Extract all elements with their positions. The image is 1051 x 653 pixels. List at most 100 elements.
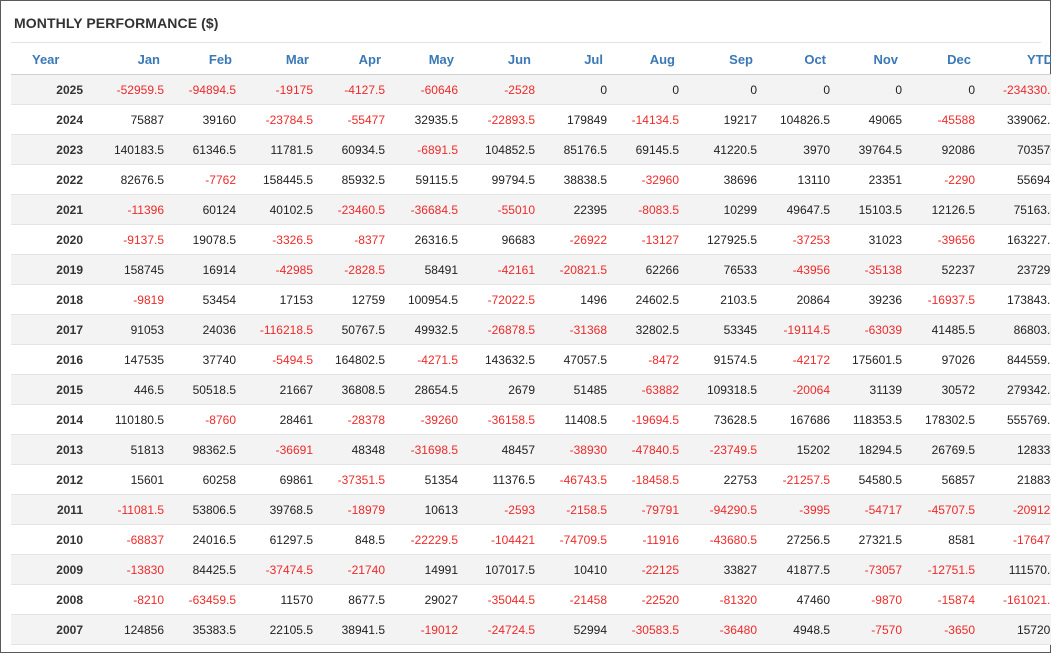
month-value-cell: -3326.5 bbox=[240, 224, 317, 255]
month-value-cell: 19078.5 bbox=[168, 224, 240, 255]
month-value-cell: 164802.5 bbox=[317, 344, 389, 375]
month-value-cell: 37740 bbox=[168, 344, 240, 375]
month-value-cell: -42985 bbox=[240, 254, 317, 285]
month-value-cell: -22125 bbox=[611, 554, 683, 585]
month-value-cell: -8377 bbox=[317, 224, 389, 255]
month-value-cell: -8083.5 bbox=[611, 194, 683, 225]
month-value-cell: 61297.5 bbox=[240, 524, 317, 555]
month-value-cell: -5494.5 bbox=[240, 344, 317, 375]
month-value-cell: 104826.5 bbox=[761, 104, 834, 135]
month-value-cell: 62266 bbox=[611, 254, 683, 285]
month-value-cell: 22753 bbox=[683, 464, 761, 495]
month-value-cell: -8472 bbox=[611, 344, 683, 375]
ytd-cell: 703570 bbox=[979, 134, 1051, 165]
month-value-cell: 99794.5 bbox=[462, 164, 539, 195]
month-value-cell: 50767.5 bbox=[317, 314, 389, 345]
month-value-cell: 27321.5 bbox=[834, 524, 906, 555]
table-row: 2023 140183.5 61346.5 11781.5 60934.5 -6891.5… bbox=[11, 134, 1051, 165]
month-value-cell: 38696 bbox=[683, 164, 761, 195]
year-cell: 2014 bbox=[11, 404, 91, 435]
month-value-cell: 158445.5 bbox=[240, 164, 317, 195]
month-value-cell: -54717 bbox=[834, 494, 906, 525]
month-value-cell: 52237 bbox=[906, 254, 979, 285]
month-value-cell: -42161 bbox=[462, 254, 539, 285]
column-header-oct: Oct bbox=[761, 45, 834, 75]
ytd-cell: 86803.5 bbox=[979, 314, 1051, 345]
month-value-cell: 60124 bbox=[168, 194, 240, 225]
month-value-cell: -63459.5 bbox=[168, 584, 240, 615]
table-row: 2007 124856 35383.5 22105.5 38941.5 -19012 -24… bbox=[11, 614, 1051, 645]
month-value-cell: 0 bbox=[834, 74, 906, 105]
month-value-cell: -74709.5 bbox=[539, 524, 611, 555]
month-value-cell: 0 bbox=[539, 74, 611, 105]
month-value-cell: 11570 bbox=[240, 584, 317, 615]
month-value-cell: 24016.5 bbox=[168, 524, 240, 555]
month-value-cell: 84425.5 bbox=[168, 554, 240, 585]
month-value-cell: -36684.5 bbox=[389, 194, 462, 225]
month-value-cell: 0 bbox=[683, 74, 761, 105]
month-value-cell: 14991 bbox=[389, 554, 462, 585]
month-value-cell: -18458.5 bbox=[611, 464, 683, 495]
month-value-cell: 848.5 bbox=[317, 524, 389, 555]
month-value-cell: -46743.5 bbox=[539, 464, 611, 495]
month-value-cell: 82676.5 bbox=[91, 164, 168, 195]
month-value-cell: 143632.5 bbox=[462, 344, 539, 375]
month-value-cell: 51485 bbox=[539, 374, 611, 405]
month-value-cell: 36808.5 bbox=[317, 374, 389, 405]
month-value-cell: -36480 bbox=[683, 614, 761, 645]
table-row: 2014 110180.5 -8760 28461 -28378 -39260 -36158… bbox=[11, 404, 1051, 435]
month-value-cell: -7570 bbox=[834, 614, 906, 645]
month-value-cell: 29027 bbox=[389, 584, 462, 615]
ytd-cell: 128337 bbox=[979, 434, 1051, 465]
table-row: 2010 -68837 24016.5 61297.5 848.5 -22229.5 -10… bbox=[11, 524, 1051, 555]
table-row: 2015 446.5 50518.5 21667 36808.5 28654.5 2679 5… bbox=[11, 374, 1051, 405]
year-cell: 2015 bbox=[11, 374, 91, 405]
month-value-cell: 51354 bbox=[389, 464, 462, 495]
month-value-cell: 10410 bbox=[539, 554, 611, 585]
month-value-cell: 127925.5 bbox=[683, 224, 761, 255]
month-value-cell: 41220.5 bbox=[683, 134, 761, 165]
column-header-nov: Nov bbox=[834, 45, 906, 75]
month-value-cell: -30583.5 bbox=[611, 614, 683, 645]
month-value-cell: -38930 bbox=[539, 434, 611, 465]
month-value-cell: 21667 bbox=[240, 374, 317, 405]
month-value-cell: -2828.5 bbox=[317, 254, 389, 285]
month-value-cell: 26769.5 bbox=[906, 434, 979, 465]
month-value-cell: 47057.5 bbox=[539, 344, 611, 375]
month-value-cell: -52959.5 bbox=[91, 74, 168, 105]
ytd-cell: -161021.5 bbox=[979, 584, 1051, 615]
month-value-cell: -116218.5 bbox=[240, 314, 317, 345]
month-value-cell: 2679 bbox=[462, 374, 539, 405]
month-value-cell: 69145.5 bbox=[611, 134, 683, 165]
table-row: 2020 -9137.5 19078.5 -3326.5 -8377 26316.5 966… bbox=[11, 224, 1051, 255]
year-cell: 2012 bbox=[11, 464, 91, 495]
column-header-jul: Jul bbox=[539, 45, 611, 75]
month-value-cell: 18294.5 bbox=[834, 434, 906, 465]
month-value-cell: -22520 bbox=[611, 584, 683, 615]
table-row: 2025 -52959.5 -94894.5 -19175 -4127.5 -60646-… bbox=[11, 74, 1051, 105]
month-value-cell: 12126.5 bbox=[906, 194, 979, 225]
table-row: 2013 51813 98362.5 -36691 48348 -31698.5 48457… bbox=[11, 434, 1051, 465]
month-value-cell: -22893.5 bbox=[462, 104, 539, 135]
month-value-cell: 51813 bbox=[91, 434, 168, 465]
panel-title: MONTHLY PERFORMANCE ($) bbox=[14, 15, 219, 31]
month-value-cell: 0 bbox=[611, 74, 683, 105]
year-cell: 2023 bbox=[11, 134, 91, 165]
column-header-jan: Jan bbox=[91, 45, 168, 75]
month-value-cell: -28378 bbox=[317, 404, 389, 435]
month-value-cell: 49647.5 bbox=[761, 194, 834, 225]
month-value-cell: 22105.5 bbox=[240, 614, 317, 645]
month-value-cell: -39656 bbox=[906, 224, 979, 255]
month-value-cell: -6891.5 bbox=[389, 134, 462, 165]
year-cell: 2017 bbox=[11, 314, 91, 345]
ytd-cell: 237296 bbox=[979, 254, 1051, 285]
title-divider bbox=[11, 42, 1041, 43]
table-body: 2025 -52959.5 -94894.5 -19175 -4127.5 -60646-… bbox=[11, 74, 1051, 645]
month-value-cell: 15103.5 bbox=[834, 194, 906, 225]
month-value-cell: 178302.5 bbox=[906, 404, 979, 435]
month-value-cell: 47460 bbox=[761, 584, 834, 615]
month-value-cell: 35383.5 bbox=[168, 614, 240, 645]
ytd-cell: -234330.5 bbox=[979, 74, 1051, 105]
month-value-cell: 3970 bbox=[761, 134, 834, 165]
